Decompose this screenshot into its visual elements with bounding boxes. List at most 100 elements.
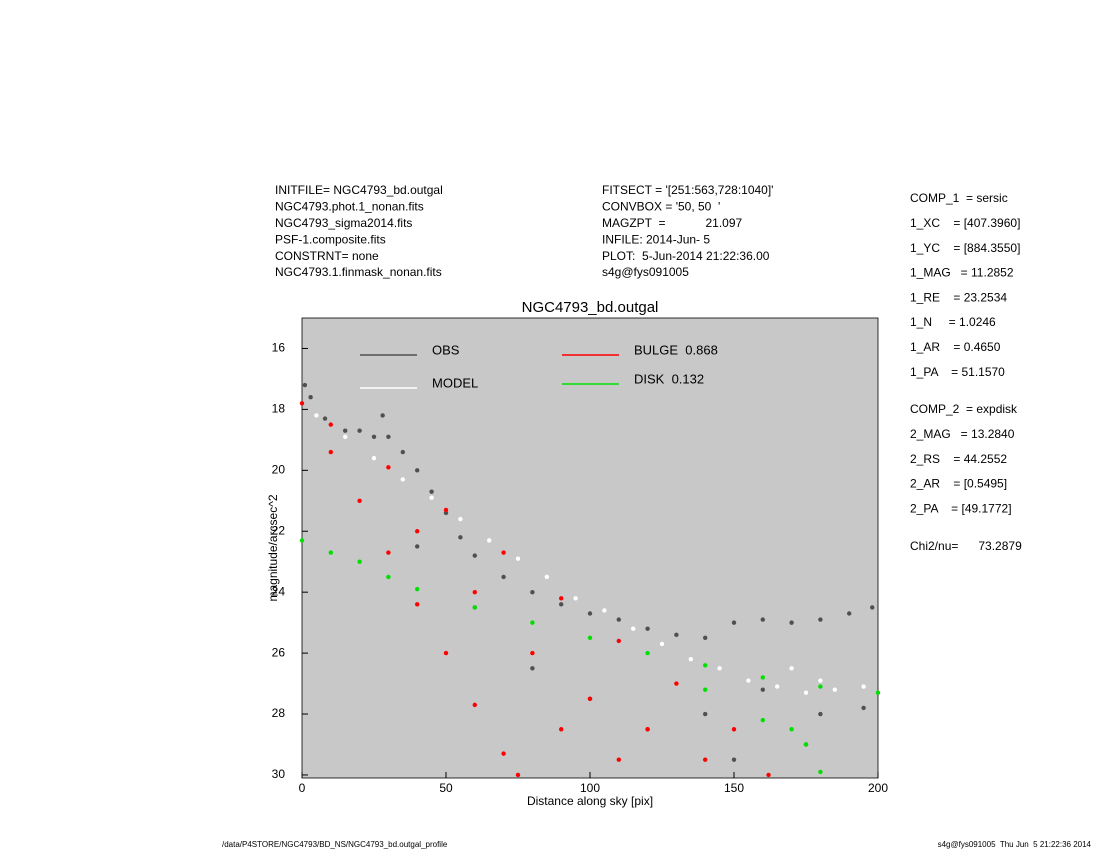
param-line: 1_YC = [884.3550]: [910, 241, 1020, 255]
data-point: [400, 449, 405, 455]
data-point: [703, 635, 708, 641]
data-point: [717, 666, 722, 671]
header-line: NGC4793.phot.1_nonan.fits: [275, 200, 424, 214]
data-point: [380, 413, 385, 418]
data-point: [530, 666, 535, 671]
param-line: COMP_2 = expdisk: [910, 402, 1018, 416]
y-tick-label: 20: [272, 462, 286, 476]
data-point: [515, 556, 521, 561]
data-point: [875, 690, 881, 695]
data-point: [766, 772, 771, 778]
data-point: [308, 395, 313, 400]
data-point: [429, 489, 434, 494]
y-tick-label: 24: [272, 584, 286, 598]
data-point: [803, 742, 809, 747]
data-point: [760, 717, 765, 723]
data-point: [861, 684, 866, 689]
data-point: [343, 434, 348, 440]
data-point: [832, 687, 837, 692]
data-point: [343, 428, 348, 433]
data-point: [587, 611, 593, 616]
x-tick-label: 0: [299, 781, 306, 795]
header-line: MAGZPT = 21.097: [602, 216, 742, 230]
data-point: [587, 696, 593, 701]
data-point: [645, 650, 650, 656]
data-point: [631, 626, 636, 631]
data-point: [299, 401, 305, 406]
data-point: [731, 727, 737, 732]
legend-label: OBS: [432, 342, 460, 357]
data-point: [559, 602, 564, 607]
chi-line: Chi2/nu= 73.2879: [910, 539, 1022, 553]
data-point: [818, 617, 823, 622]
data-point: [371, 455, 377, 461]
data-point: [760, 617, 765, 622]
data-point: [746, 678, 751, 683]
param-line: 1_N = 1.0246: [910, 315, 996, 329]
data-point: [515, 772, 521, 778]
data-point: [616, 757, 621, 762]
param-line: 1_XC = [407.3960]: [910, 216, 1020, 230]
plot-background: [301, 317, 879, 779]
data-point: [386, 574, 391, 580]
data-point: [587, 635, 593, 641]
param-line: 2_AR = [0.5495]: [910, 477, 1007, 491]
data-point: [472, 589, 477, 595]
data-point: [530, 589, 535, 595]
data-point: [818, 684, 823, 689]
y-axis-label: magnitude/arcsec^2: [266, 494, 280, 601]
x-tick-label: 200: [868, 781, 888, 795]
y-tick-label: 30: [272, 767, 286, 781]
y-tick-label: 28: [272, 706, 286, 720]
data-point: [328, 422, 333, 427]
param-line: 1_MAG = 11.2852: [910, 266, 1014, 280]
data-point: [415, 586, 420, 592]
data-point: [870, 605, 875, 610]
x-tick-label: 50: [439, 781, 453, 795]
header-line: INITFILE= NGC4793_bd.outgal: [275, 183, 443, 197]
header-line: NGC4793_sigma2014.fits: [275, 216, 412, 230]
data-point: [703, 711, 708, 717]
header-line: NGC4793.1.finmask_nonan.fits: [275, 265, 442, 279]
data-point: [645, 727, 650, 732]
x-tick-label: 100: [580, 781, 600, 795]
data-point: [559, 727, 564, 732]
data-point: [314, 413, 319, 418]
data-point: [659, 641, 665, 647]
header-line: FITSECT = '[251:563,728:1040]': [602, 183, 773, 197]
data-point: [472, 553, 477, 558]
data-point: [731, 620, 737, 625]
legend-label: BULGE 0.868: [634, 342, 718, 357]
data-point: [357, 428, 362, 433]
data-point: [458, 535, 463, 540]
data-point: [415, 544, 420, 549]
y-tick-label: 18: [272, 402, 286, 416]
data-point: [544, 574, 549, 580]
data-point: [789, 727, 794, 732]
data-point: [818, 678, 823, 683]
data-point: [703, 687, 708, 692]
data-point: [322, 416, 328, 421]
y-tick-label: 22: [272, 523, 286, 537]
data-point: [386, 434, 391, 440]
data-point: [616, 617, 621, 622]
data-point: [299, 538, 305, 543]
data-point: [415, 602, 420, 607]
data-point: [429, 495, 434, 500]
x-tick-label: 150: [724, 781, 744, 795]
data-point: [357, 498, 362, 503]
data-point: [789, 620, 794, 625]
data-point: [559, 596, 564, 601]
data-point: [415, 468, 420, 473]
data-point: [847, 611, 852, 616]
data-point: [501, 751, 506, 756]
data-point: [703, 663, 708, 668]
data-point: [818, 769, 823, 775]
data-point: [616, 638, 621, 644]
chart-title: NGC4793_bd.outgal: [522, 299, 659, 316]
data-point: [472, 605, 477, 610]
data-point: [645, 626, 650, 631]
data-point: [328, 550, 333, 555]
data-point: [803, 690, 809, 695]
